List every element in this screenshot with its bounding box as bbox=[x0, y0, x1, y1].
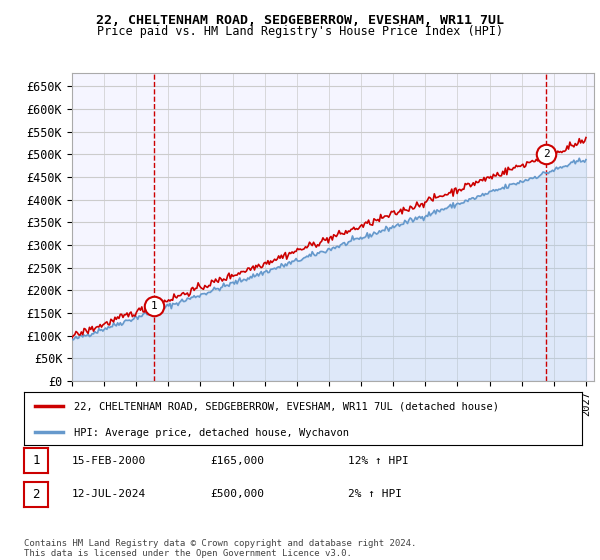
Text: £165,000: £165,000 bbox=[210, 456, 264, 466]
Text: 22, CHELTENHAM ROAD, SEDGEBERROW, EVESHAM, WR11 7UL: 22, CHELTENHAM ROAD, SEDGEBERROW, EVESHA… bbox=[96, 14, 504, 27]
Text: £500,000: £500,000 bbox=[210, 489, 264, 500]
Text: 2: 2 bbox=[543, 150, 550, 160]
Text: 15-FEB-2000: 15-FEB-2000 bbox=[72, 456, 146, 466]
Text: 1: 1 bbox=[151, 301, 158, 311]
Text: HPI: Average price, detached house, Wychavon: HPI: Average price, detached house, Wych… bbox=[74, 428, 349, 438]
Text: Price paid vs. HM Land Registry's House Price Index (HPI): Price paid vs. HM Land Registry's House … bbox=[97, 25, 503, 38]
Text: 2: 2 bbox=[32, 488, 40, 501]
Text: 2% ↑ HPI: 2% ↑ HPI bbox=[348, 489, 402, 500]
Text: Contains HM Land Registry data © Crown copyright and database right 2024.
This d: Contains HM Land Registry data © Crown c… bbox=[24, 539, 416, 558]
Text: 12% ↑ HPI: 12% ↑ HPI bbox=[348, 456, 409, 466]
Text: 22, CHELTENHAM ROAD, SEDGEBERROW, EVESHAM, WR11 7UL (detached house): 22, CHELTENHAM ROAD, SEDGEBERROW, EVESHA… bbox=[74, 402, 499, 412]
Text: 1: 1 bbox=[32, 454, 40, 467]
Text: 12-JUL-2024: 12-JUL-2024 bbox=[72, 489, 146, 500]
